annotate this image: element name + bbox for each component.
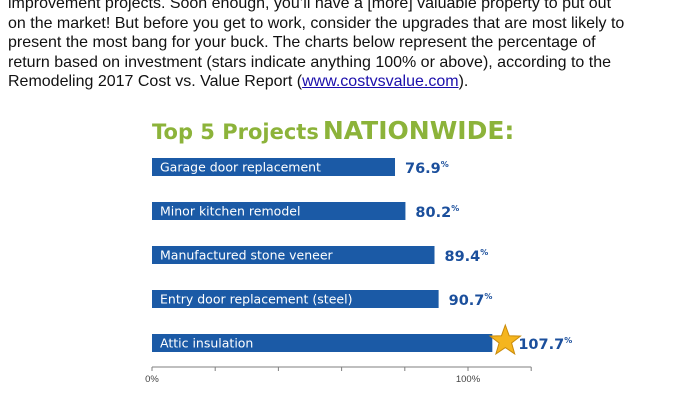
bar-4 <box>152 290 439 308</box>
article-line-3: present the most bang for your buck. The… <box>8 34 596 52</box>
value-label-2: 80.2% <box>415 204 459 221</box>
chart-title-part1: Top 5 Projects <box>152 120 319 144</box>
bar-label-1: Garage door replacement <box>160 160 321 175</box>
bar-label-5: Attic insulation <box>160 336 253 351</box>
article-line-1: improvement projects. Soon enough, you’l… <box>8 0 612 12</box>
chart-title: Top 5 Projects NATIONWIDE: <box>152 116 514 145</box>
bar-label-3: Manufactured stone veneer <box>160 248 334 263</box>
star-icon <box>488 323 522 356</box>
chart-title-part2: NATIONWIDE: <box>322 116 515 145</box>
value-label-4: 90.7% <box>449 292 493 309</box>
bar-3 <box>152 246 435 264</box>
bar-label-4: Entry door replacement (steel) <box>160 292 352 307</box>
cost-vs-value-link[interactable]: www.costvsvalue.com <box>302 73 459 91</box>
bar-5 <box>152 334 493 352</box>
article-line-5-end: ). <box>458 73 469 91</box>
bar-label-2: Minor kitchen remodel <box>160 204 300 219</box>
value-label-1: 76.9% <box>405 160 449 177</box>
x-tick-label: 0% <box>145 374 159 385</box>
article-line-5-start: Remodeling 2017 Cost vs. Value Report ( <box>8 73 303 91</box>
article-paragraph: improvement projects. Soon enough, you’l… <box>8 0 688 92</box>
article-line-2: on the market! But before you get to wor… <box>8 14 625 32</box>
value-label-5: 107.7% <box>518 336 572 353</box>
bar-1 <box>152 158 396 176</box>
value-label-3: 89.4% <box>445 248 489 265</box>
bar-2 <box>152 202 406 220</box>
article-line-4: return based on investment (stars indica… <box>8 53 612 71</box>
x-tick-label: 100% <box>456 374 481 385</box>
